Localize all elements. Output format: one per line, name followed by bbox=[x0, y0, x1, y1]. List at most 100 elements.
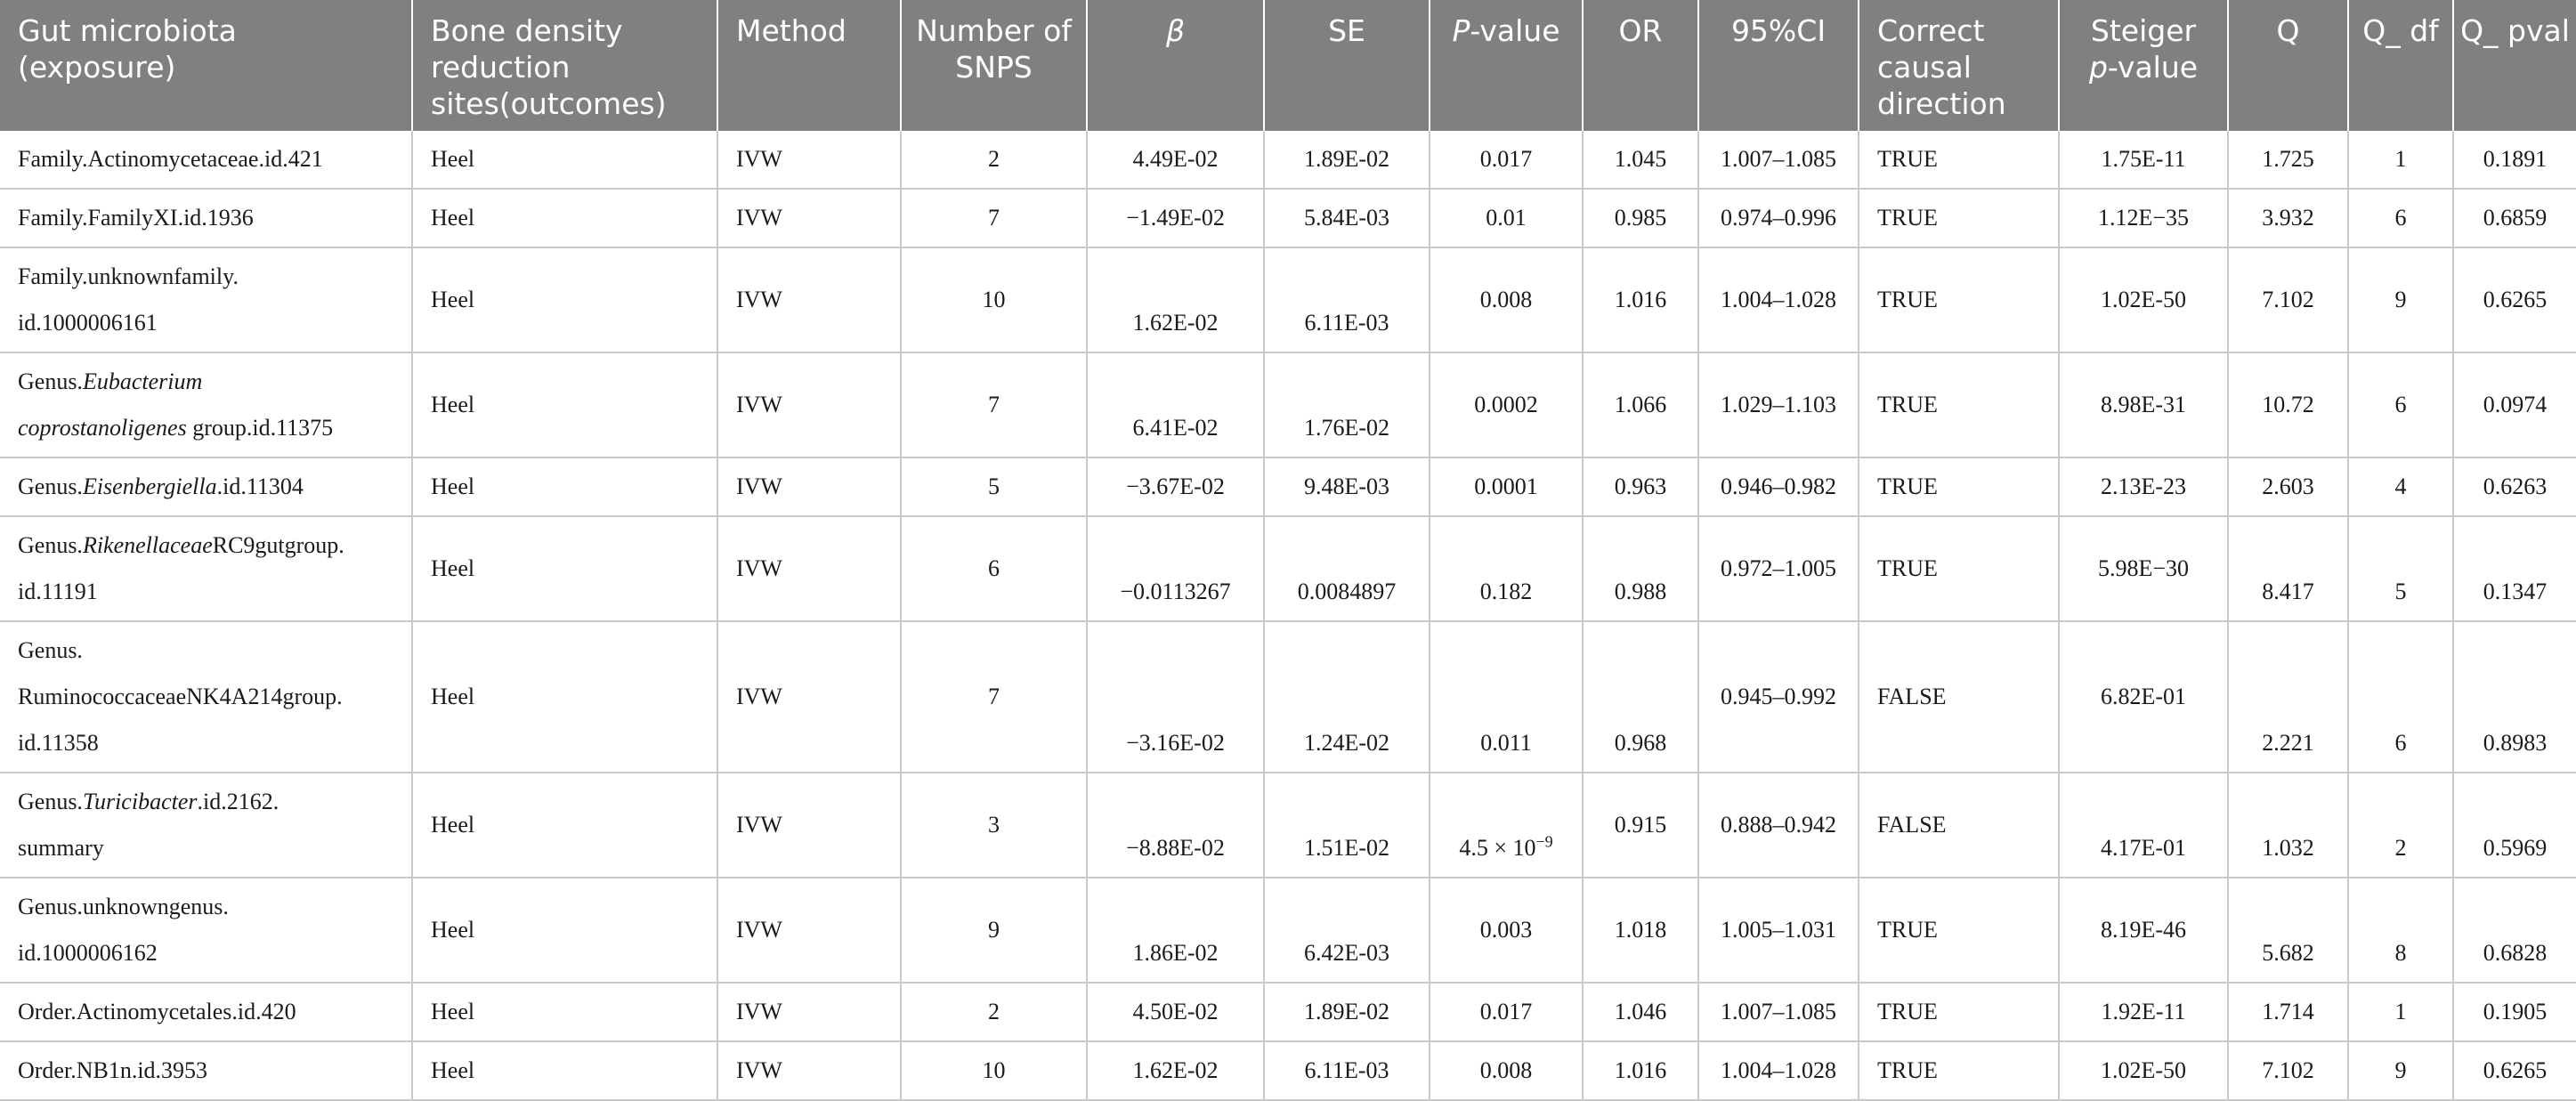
snps-cell: 7 bbox=[901, 189, 1088, 248]
p-value-cell: 0.0001 bbox=[1430, 457, 1584, 517]
table-row: Genus.unknowngenus. id.1000006162 Heel IV… bbox=[0, 878, 2576, 984]
steiger-cell: 6.82E-01 bbox=[2059, 621, 2229, 773]
table-row: Order.NB1n.id.3953 Heel IVW 10 1.62E-02 … bbox=[0, 1041, 2576, 1101]
snps-cell: 3 bbox=[901, 773, 1088, 878]
snps-cell: 9 bbox=[901, 878, 1088, 984]
q-df-cell: 5 bbox=[2348, 516, 2454, 622]
se-cell: 6.42E-03 bbox=[1264, 878, 1430, 984]
q-pval-cell: 0.1891 bbox=[2453, 131, 2576, 190]
se-cell: 1.51E-02 bbox=[1264, 773, 1430, 878]
se-cell: 1.89E-02 bbox=[1264, 131, 1430, 190]
table-row: Genus.Eisenbergiella.id.11304 Heel IVW 5… bbox=[0, 457, 2576, 517]
table-row: Genus.RikenellaceaeRC9gutgroup. id.11191 … bbox=[0, 516, 2576, 622]
table-row: Order.Actinomycetales.id.420 Heel IVW 2 … bbox=[0, 983, 2576, 1042]
exposure-cell: Genus. RuminococcaceaeNK4A214group. id.113… bbox=[0, 621, 413, 773]
ci-cell: 1.005–1.031 bbox=[1698, 878, 1859, 984]
direction-cell: TRUE bbox=[1859, 457, 2060, 517]
method-cell: IVW bbox=[717, 773, 902, 878]
direction-cell: FALSE bbox=[1859, 621, 2060, 773]
beta-cell: −1.49E-02 bbox=[1087, 189, 1265, 248]
direction-cell: TRUE bbox=[1859, 352, 2060, 458]
se-cell: 9.48E-03 bbox=[1264, 457, 1430, 517]
direction-cell: TRUE bbox=[1859, 1041, 2060, 1101]
table-row: Genus.Turicibacter.id.2162. summary Heel … bbox=[0, 773, 2576, 878]
ci-cell: 0.945–0.992 bbox=[1698, 621, 1859, 773]
beta-cell: 4.49E-02 bbox=[1087, 131, 1265, 190]
ci-cell: 0.946–0.982 bbox=[1698, 457, 1859, 517]
method-cell: IVW bbox=[717, 247, 902, 353]
snps-cell: 7 bbox=[901, 352, 1088, 458]
outcome-cell: Heel bbox=[412, 878, 718, 984]
or-cell: 1.046 bbox=[1583, 983, 1699, 1042]
header-snps: Number of SNPS bbox=[901, 0, 1088, 131]
q-pval-cell: 0.6859 bbox=[2453, 189, 2576, 248]
ci-cell: 0.974–0.996 bbox=[1698, 189, 1859, 248]
beta-cell: −3.67E-02 bbox=[1087, 457, 1265, 517]
or-cell: 0.968 bbox=[1583, 621, 1699, 773]
table-row: Family.Actinomycetaceae.id.421 Heel IVW … bbox=[0, 131, 2576, 190]
or-cell: 1.018 bbox=[1583, 878, 1699, 984]
p-value-cell: 0.0002 bbox=[1430, 352, 1584, 458]
ci-cell: 1.004–1.028 bbox=[1698, 1041, 1859, 1101]
exposure-cell: Genus.RikenellaceaeRC9gutgroup. id.11191 bbox=[0, 516, 413, 622]
or-cell: 1.016 bbox=[1583, 1041, 1699, 1101]
direction-cell: TRUE bbox=[1859, 878, 2060, 984]
q-cell: 3.932 bbox=[2228, 189, 2349, 248]
direction-cell: TRUE bbox=[1859, 516, 2060, 622]
se-cell: 1.89E-02 bbox=[1264, 983, 1430, 1042]
p-value-cell: 0.017 bbox=[1430, 131, 1584, 190]
q-df-cell: 9 bbox=[2348, 247, 2454, 353]
table-row: Genus.Eubacterium coprostanoligenes group… bbox=[0, 352, 2576, 458]
p-value-cell: 0.182 bbox=[1430, 516, 1584, 622]
exposure-cell: Family.unknownfamily. id.1000006161 bbox=[0, 247, 413, 353]
snps-cell: 6 bbox=[901, 516, 1088, 622]
se-cell: 1.24E-02 bbox=[1264, 621, 1430, 773]
beta-cell: 4.50E-02 bbox=[1087, 983, 1265, 1042]
steiger-cell: 1.02E-50 bbox=[2059, 1041, 2229, 1101]
steiger-cell: 1.92E-11 bbox=[2059, 983, 2229, 1042]
exposure-cell: Genus.Eisenbergiella.id.11304 bbox=[0, 457, 413, 517]
ci-cell: 0.888–0.942 bbox=[1698, 773, 1859, 878]
or-cell: 0.963 bbox=[1583, 457, 1699, 517]
snps-cell: 7 bbox=[901, 621, 1088, 773]
p-value-cell: 0.017 bbox=[1430, 983, 1584, 1042]
q-df-cell: 1 bbox=[2348, 131, 2454, 190]
exposure-cell: Genus.unknowngenus. id.1000006162 bbox=[0, 878, 413, 984]
q-df-cell: 6 bbox=[2348, 621, 2454, 773]
exposure-cell: Order.NB1n.id.3953 bbox=[0, 1041, 413, 1101]
exposure-cell: Family.Actinomycetaceae.id.421 bbox=[0, 131, 413, 190]
q-df-cell: 2 bbox=[2348, 773, 2454, 878]
snps-cell: 2 bbox=[901, 131, 1088, 190]
p-value-cell: 4.5 × 10−9 bbox=[1430, 773, 1584, 878]
or-cell: 0.988 bbox=[1583, 516, 1699, 622]
header-or: OR bbox=[1583, 0, 1699, 131]
outcome-cell: Heel bbox=[412, 189, 718, 248]
se-cell: 5.84E-03 bbox=[1264, 189, 1430, 248]
method-cell: IVW bbox=[717, 878, 902, 984]
or-cell: 1.066 bbox=[1583, 352, 1699, 458]
direction-cell: TRUE bbox=[1859, 247, 2060, 353]
outcome-cell: Heel bbox=[412, 983, 718, 1042]
q-cell: 2.221 bbox=[2228, 621, 2349, 773]
exposure-cell: Genus.Turicibacter.id.2162. summary bbox=[0, 773, 413, 878]
header-exposure: Gut microbiota (exposure) bbox=[0, 0, 413, 131]
method-cell: IVW bbox=[717, 189, 902, 248]
header-q: Q bbox=[2228, 0, 2349, 131]
method-cell: IVW bbox=[717, 516, 902, 622]
q-pval-cell: 0.0974 bbox=[2453, 352, 2576, 458]
method-cell: IVW bbox=[717, 352, 902, 458]
or-cell: 1.016 bbox=[1583, 247, 1699, 353]
exposure-cell: Order.Actinomycetales.id.420 bbox=[0, 983, 413, 1042]
header-q-pval: Q_ pval bbox=[2453, 0, 2576, 131]
beta-cell: 1.62E-02 bbox=[1087, 1041, 1265, 1101]
q-df-cell: 9 bbox=[2348, 1041, 2454, 1101]
q-df-cell: 6 bbox=[2348, 189, 2454, 248]
outcome-cell: Heel bbox=[412, 773, 718, 878]
ci-cell: 1.007–1.085 bbox=[1698, 131, 1859, 190]
steiger-cell: 1.75E-11 bbox=[2059, 131, 2229, 190]
beta-cell: 6.41E-02 bbox=[1087, 352, 1265, 458]
steiger-cell: 2.13E-23 bbox=[2059, 457, 2229, 517]
outcome-cell: Heel bbox=[412, 131, 718, 190]
q-cell: 10.72 bbox=[2228, 352, 2349, 458]
